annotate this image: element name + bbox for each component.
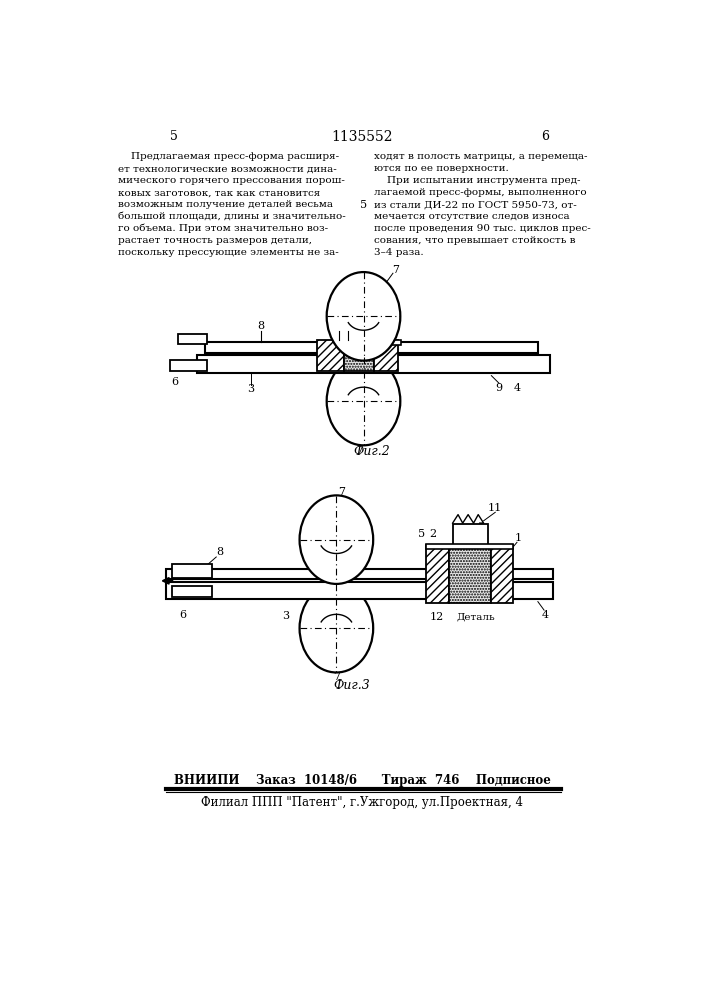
Text: 6: 6 bbox=[542, 130, 549, 143]
Text: после проведения 90 тыс. циклов прес-: после проведения 90 тыс. циклов прес- bbox=[373, 224, 590, 233]
Text: 5: 5 bbox=[170, 130, 177, 143]
Text: 5: 5 bbox=[360, 200, 367, 210]
Text: 6: 6 bbox=[180, 610, 187, 620]
Ellipse shape bbox=[327, 272, 400, 361]
Text: 5: 5 bbox=[418, 529, 425, 539]
Text: 10: 10 bbox=[376, 330, 390, 339]
Ellipse shape bbox=[327, 357, 400, 445]
Bar bbox=[177, 334, 207, 344]
Text: большой площади, длины и значительно-: большой площади, длины и значительно- bbox=[118, 212, 346, 221]
Text: из стали ДИ-22 по ГОСТ 5950-73, от-: из стали ДИ-22 по ГОСТ 5950-73, от- bbox=[373, 200, 576, 209]
Text: 3–4 раза.: 3–4 раза. bbox=[373, 248, 423, 257]
Bar bbox=[373, 340, 398, 371]
Text: растает точность размеров детали,: растает точность размеров детали, bbox=[118, 236, 312, 245]
Ellipse shape bbox=[300, 584, 373, 672]
Text: 6: 6 bbox=[172, 377, 179, 387]
Text: ет технологические возможности дина-: ет технологические возможности дина- bbox=[118, 164, 337, 173]
Bar bbox=[452, 524, 488, 545]
Text: 7: 7 bbox=[356, 445, 363, 455]
Text: Предлагаемая пресс-форма расширя-: Предлагаемая пресс-форма расширя- bbox=[118, 152, 339, 161]
Ellipse shape bbox=[300, 495, 373, 584]
Text: сования, что превышает стойкость в: сования, что превышает стойкость в bbox=[373, 236, 575, 245]
Text: 3: 3 bbox=[282, 611, 290, 621]
Text: Филиал ППП "Патент", г.Ужгород, ул.Проектная, 4: Филиал ППП "Патент", г.Ужгород, ул.Проек… bbox=[201, 796, 523, 809]
Bar bbox=[172, 586, 212, 597]
Bar bbox=[344, 340, 373, 371]
Text: 8: 8 bbox=[257, 321, 264, 331]
Text: возможным получение деталей весьма: возможным получение деталей весьма bbox=[118, 200, 333, 209]
Text: ВНИИПИ    Заказ  10148/6      Тираж  746    Подписное: ВНИИПИ Заказ 10148/6 Тираж 746 Подписное bbox=[173, 774, 550, 787]
Text: 1: 1 bbox=[335, 321, 342, 331]
Text: 10: 10 bbox=[474, 529, 488, 538]
Bar bbox=[317, 340, 344, 371]
Text: Фиг.3: Фиг.3 bbox=[334, 679, 370, 692]
Text: 11: 11 bbox=[488, 503, 503, 513]
Text: ходят в полость матрицы, а перемеща-: ходят в полость матрицы, а перемеща- bbox=[373, 152, 587, 161]
Text: При испытании инструмента пред-: При испытании инструмента пред- bbox=[373, 176, 580, 185]
Text: Фиг.2: Фиг.2 bbox=[353, 445, 390, 458]
Bar bbox=[491, 545, 513, 603]
Text: 1: 1 bbox=[515, 533, 522, 543]
Bar bbox=[204, 342, 538, 353]
Bar bbox=[426, 545, 449, 603]
Text: мического горячего прессования порош-: мического горячего прессования порош- bbox=[118, 176, 345, 185]
Bar bbox=[172, 564, 212, 578]
Text: 5: 5 bbox=[391, 329, 398, 339]
Bar bbox=[166, 582, 554, 599]
Bar bbox=[426, 544, 513, 549]
Text: ковых заготовок, так как становится: ковых заготовок, так как становится bbox=[118, 188, 320, 197]
Text: 4: 4 bbox=[542, 610, 549, 620]
Text: 3: 3 bbox=[247, 384, 255, 394]
Text: поскольку прессующие элементы не за-: поскольку прессующие элементы не за- bbox=[118, 248, 339, 257]
Text: 7: 7 bbox=[392, 265, 399, 275]
Text: ются по ее поверхности.: ются по ее поверхности. bbox=[373, 164, 508, 173]
Text: 7: 7 bbox=[339, 487, 345, 497]
Text: лагаемой пресс-формы, выполненного: лагаемой пресс-формы, выполненного bbox=[373, 188, 586, 197]
Bar bbox=[344, 340, 401, 345]
Text: Деталь: Деталь bbox=[457, 613, 495, 622]
Bar bbox=[170, 360, 207, 371]
Text: 9: 9 bbox=[496, 383, 503, 393]
Bar bbox=[166, 569, 554, 579]
Text: 1135552: 1135552 bbox=[331, 130, 392, 144]
Text: 4: 4 bbox=[513, 383, 520, 393]
Text: 7: 7 bbox=[333, 672, 340, 682]
Text: го объема. При этом значительно воз-: го объема. При этом значительно воз- bbox=[118, 224, 328, 233]
Text: 2: 2 bbox=[430, 529, 437, 539]
Bar bbox=[197, 355, 549, 373]
Text: 8: 8 bbox=[216, 547, 223, 557]
Text: 2: 2 bbox=[344, 321, 351, 331]
Bar bbox=[449, 545, 491, 603]
Text: 12: 12 bbox=[430, 612, 444, 622]
Text: мечается отсутствие следов износа: мечается отсутствие следов износа bbox=[373, 212, 569, 221]
